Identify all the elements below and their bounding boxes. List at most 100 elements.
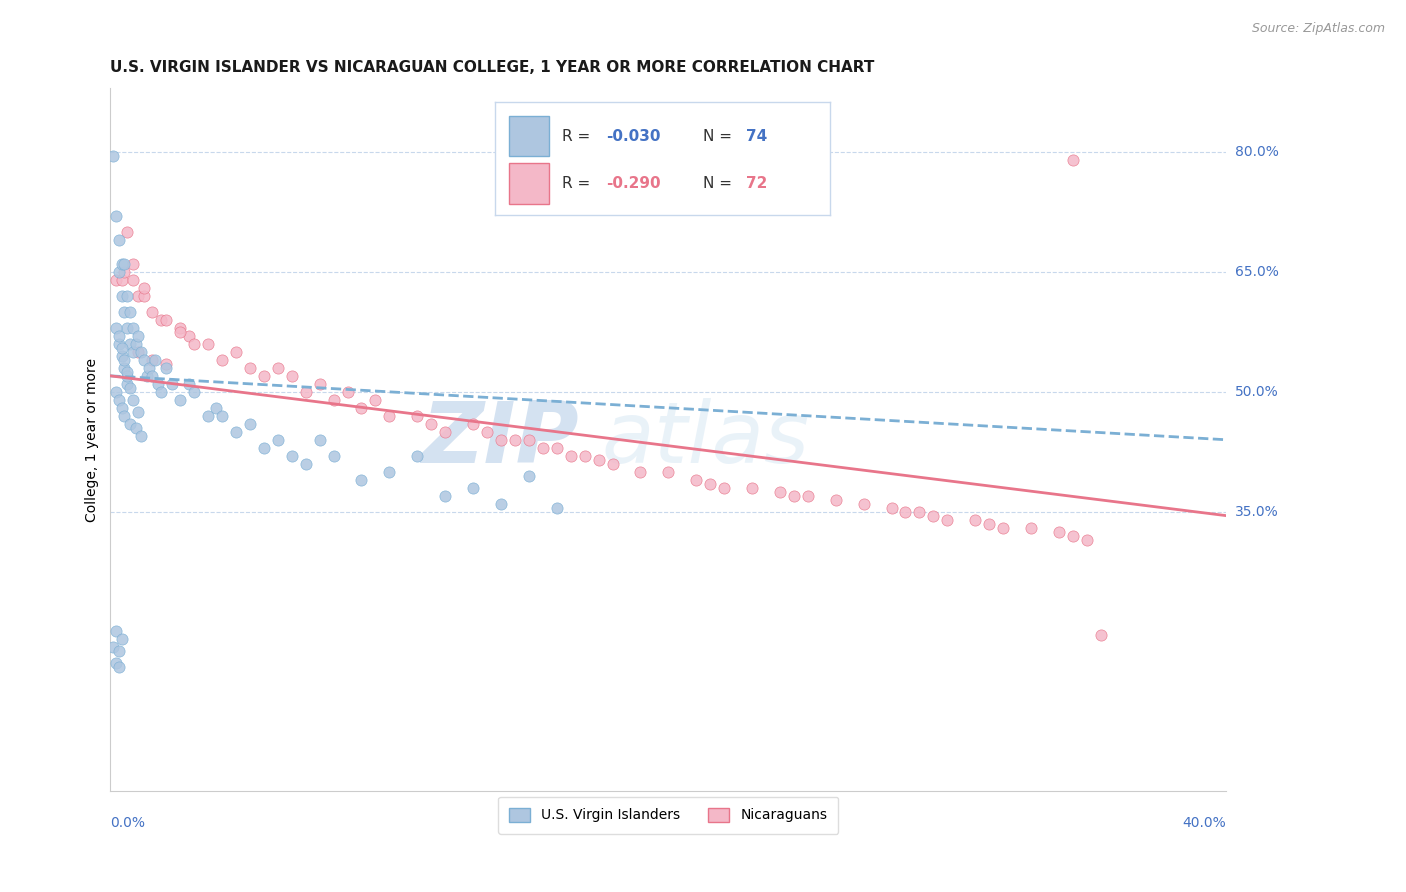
Point [294, 457, 316, 471]
Point [112, 360, 135, 375]
Text: 35.0%: 35.0% [1234, 505, 1278, 518]
Point [489, 497, 512, 511]
Point [503, 433, 526, 447]
Text: U.S. VIRGIN ISLANDER VS NICARAGUAN COLLEGE, 1 YEAR OR MORE CORRELATION CHART: U.S. VIRGIN ISLANDER VS NICARAGUAN COLLE… [111, 60, 875, 75]
Point [783, 489, 806, 503]
Point [267, 433, 290, 447]
Point [880, 500, 903, 515]
Text: Source: ZipAtlas.com: Source: ZipAtlas.com [1251, 22, 1385, 36]
Point [225, 344, 247, 359]
Point [852, 497, 875, 511]
Point [121, 392, 143, 407]
Point [308, 433, 330, 447]
Point [121, 273, 143, 287]
Point [103, 149, 125, 163]
Point [107, 644, 129, 658]
Point [588, 452, 610, 467]
Point [104, 321, 127, 335]
Point [420, 417, 443, 431]
Point [197, 337, 219, 351]
Point [124, 337, 146, 351]
Point [160, 376, 183, 391]
Point [115, 289, 138, 303]
Point [141, 305, 163, 319]
Point [350, 401, 373, 415]
Point [146, 376, 169, 391]
Point [489, 433, 512, 447]
Point [104, 273, 127, 287]
Point [135, 368, 157, 383]
Point [239, 417, 262, 431]
Point [630, 465, 652, 479]
Point [894, 505, 917, 519]
Point [169, 325, 191, 339]
Point [107, 233, 129, 247]
Point [177, 329, 200, 343]
Point [1076, 533, 1098, 547]
Point [127, 344, 149, 359]
Point [197, 409, 219, 423]
Point [104, 209, 127, 223]
Point [936, 513, 959, 527]
Point [211, 409, 233, 423]
Point [155, 360, 177, 375]
Point [138, 360, 160, 375]
Point [908, 505, 931, 519]
Point [239, 360, 262, 375]
Point [110, 289, 132, 303]
Point [110, 257, 132, 271]
Point [110, 349, 132, 363]
Text: 0.0%: 0.0% [111, 816, 145, 830]
Point [225, 425, 247, 439]
Text: 40.0%: 40.0% [1182, 816, 1226, 830]
Point [110, 341, 132, 355]
Point [699, 476, 721, 491]
Point [322, 449, 344, 463]
Legend: U.S. Virgin Islanders, Nicaraguans: U.S. Virgin Islanders, Nicaraguans [498, 797, 838, 833]
Point [132, 352, 155, 367]
Point [104, 624, 127, 639]
Point [149, 384, 172, 399]
Point [461, 481, 484, 495]
Point [115, 376, 138, 391]
Point [112, 409, 135, 423]
Point [922, 508, 945, 523]
Point [1090, 628, 1112, 642]
Text: atlas: atlas [602, 398, 810, 482]
Point [112, 352, 135, 367]
Point [103, 640, 125, 655]
Point [294, 384, 316, 399]
Point [107, 392, 129, 407]
Point [475, 425, 498, 439]
Point [110, 401, 132, 415]
Point [965, 513, 987, 527]
Point [127, 329, 149, 343]
Point [112, 305, 135, 319]
Point [104, 384, 127, 399]
Point [461, 417, 484, 431]
Point [127, 289, 149, 303]
Point [350, 473, 373, 487]
Point [560, 449, 582, 463]
Point [434, 489, 457, 503]
Point [657, 465, 679, 479]
Point [115, 368, 138, 383]
Point [280, 368, 302, 383]
Point [118, 417, 141, 431]
Point [406, 409, 429, 423]
Point [1062, 528, 1084, 542]
Point [107, 329, 129, 343]
Point [121, 321, 143, 335]
Point [149, 313, 172, 327]
Point [336, 384, 359, 399]
Point [177, 376, 200, 391]
Point [979, 516, 1001, 531]
Point [112, 257, 135, 271]
Point [769, 484, 792, 499]
Point [205, 401, 228, 415]
Point [112, 265, 135, 279]
Point [378, 465, 401, 479]
Point [991, 521, 1014, 535]
Point [118, 337, 141, 351]
Text: 80.0%: 80.0% [1234, 145, 1278, 159]
